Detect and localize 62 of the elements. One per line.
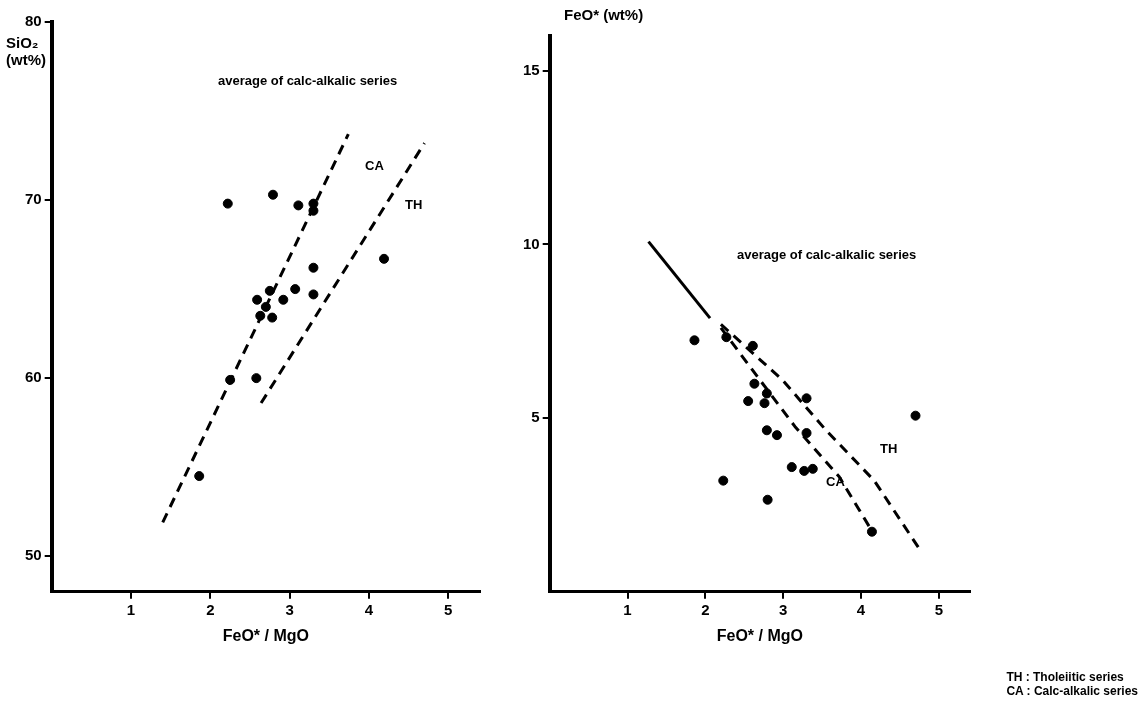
point: [743, 396, 754, 407]
x-tick-label: 1: [623, 600, 632, 618]
y-tick-label: 80: [25, 12, 42, 30]
point: [910, 410, 921, 421]
text: CA : Calc-alkalic series: [1006, 684, 1138, 698]
x-axis-title: FeO* / MgO: [222, 626, 309, 644]
x-tick-label: 5: [934, 600, 944, 618]
point: [267, 189, 278, 200]
x-tick-label: 2: [206, 600, 215, 618]
x-tick-label: 2: [701, 600, 710, 618]
x-axis-title: FeO* / MgO: [716, 626, 803, 644]
annotation: average of calc-alkalic series: [218, 73, 398, 88]
annotation: TH: [405, 197, 423, 212]
y-tick-label: 50: [25, 546, 42, 564]
point: [866, 526, 877, 537]
x-tick-label: 4: [364, 600, 374, 618]
x-tick-label: 1: [126, 600, 136, 618]
point: [290, 284, 301, 295]
point: [786, 462, 797, 473]
point: [749, 378, 760, 389]
point: [222, 198, 233, 209]
y-axis-title: SiO₂ (wt%): [6, 34, 47, 68]
point: [801, 393, 812, 404]
point: [251, 373, 262, 384]
y-tick-label: 60: [25, 368, 42, 386]
point: [761, 388, 772, 399]
point: [807, 463, 818, 474]
annotation: CA: [365, 158, 384, 173]
point: [747, 340, 758, 351]
point: [689, 335, 700, 346]
point: [252, 294, 263, 305]
point: [293, 200, 304, 211]
point: [761, 425, 772, 436]
point: [255, 310, 266, 321]
annotation: average of calc-alkalic series: [737, 247, 917, 262]
point: [718, 475, 729, 486]
point: [278, 294, 289, 305]
point: [759, 398, 770, 409]
y-tick-label: 15: [523, 60, 540, 78]
point: [267, 312, 278, 323]
y-tick-label: 70: [25, 190, 42, 208]
point: [308, 289, 319, 300]
point: [264, 285, 275, 296]
point: [379, 253, 390, 264]
x-tick-label: 3: [285, 600, 294, 618]
annotation: TH: [880, 441, 898, 456]
point: [799, 465, 810, 476]
point: [762, 494, 773, 505]
x-tick-label: 4: [856, 600, 866, 618]
y-tick-label: 5: [531, 408, 540, 426]
point: [225, 374, 236, 385]
point: [260, 301, 271, 312]
x-tick-label: 3: [779, 600, 788, 618]
y-tick-label: 10: [523, 234, 540, 252]
point: [194, 471, 205, 482]
point: [801, 428, 812, 439]
point: [308, 262, 319, 273]
text: TH : Tholeiitic series: [1006, 670, 1125, 684]
y-axis-title: FeO* (wt%): [564, 6, 644, 23]
x-tick-label: 5: [444, 600, 453, 618]
point: [721, 332, 732, 343]
point: [771, 430, 782, 441]
